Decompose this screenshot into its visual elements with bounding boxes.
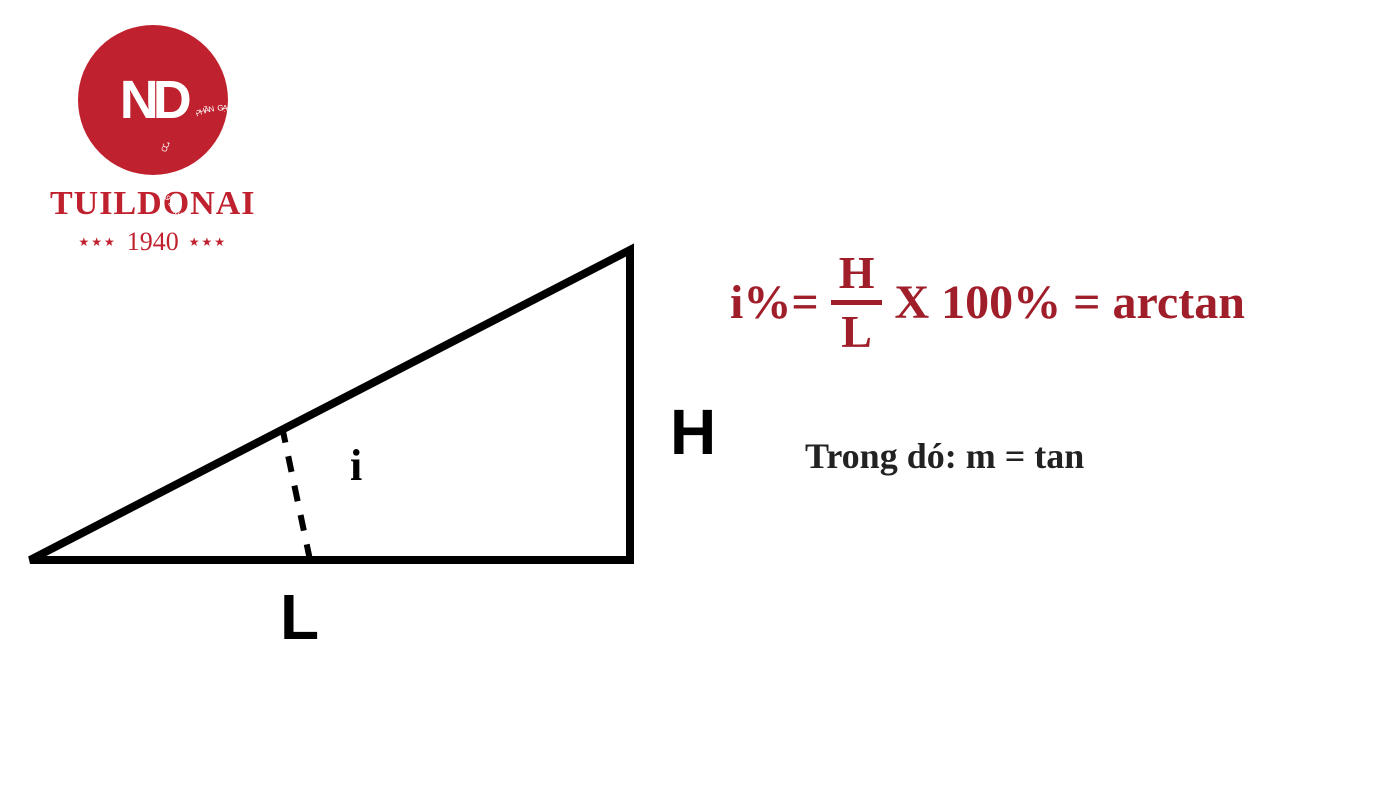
formula-lhs: i%= xyxy=(730,275,819,330)
seal-inner: ND xyxy=(108,55,198,145)
triangle-diagram: i H L xyxy=(20,240,740,660)
triangle-svg xyxy=(20,240,740,660)
formula-note: Trong dó: m = tan xyxy=(730,435,1370,477)
height-label-H: H xyxy=(670,395,716,469)
formula-fraction: H L xyxy=(831,250,883,355)
seal-monogram: ND xyxy=(120,69,186,131)
formula-main: i%= H L X 100% = arctan xyxy=(730,250,1370,355)
brand-name: TUILDONAI xyxy=(50,185,255,223)
fraction-numerator: H xyxy=(831,250,883,296)
logo-seal: CÔNG TY CỔ PHẦN GẠCH NGÓI ĐỒNG NAI119 ĐI… xyxy=(78,25,228,175)
seal-circle: CÔNG TY CỔ PHẦN GẠCH NGÓI ĐỒNG NAI119 ĐI… xyxy=(78,25,228,175)
fraction-bar xyxy=(831,300,883,305)
formula-mid: X 100% = arctan xyxy=(894,275,1244,330)
fraction-denominator: L xyxy=(833,309,880,355)
angle-label-i: i xyxy=(350,440,362,491)
formula-area: i%= H L X 100% = arctan Trong dó: m = ta… xyxy=(730,250,1370,477)
base-label-L: L xyxy=(280,580,319,654)
brand-logo-block: CÔNG TY CỔ PHẦN GẠCH NGÓI ĐỒNG NAI119 ĐI… xyxy=(50,25,255,257)
